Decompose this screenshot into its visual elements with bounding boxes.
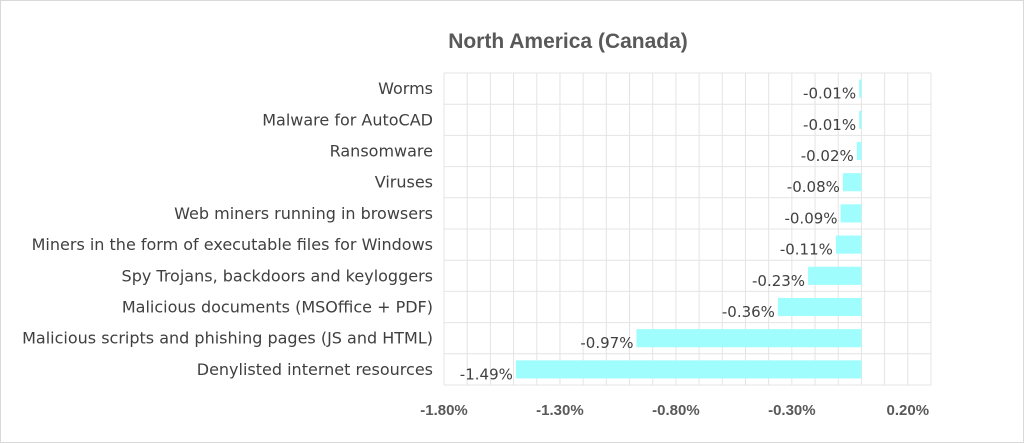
bar xyxy=(808,266,862,285)
x-axis-ticks: -1.80% -1.30% -0.80% -0.30% 0.20% xyxy=(420,402,929,419)
category-label: Denylisted internet resources xyxy=(197,360,433,379)
data-label: -0.23% xyxy=(752,272,805,290)
data-label: -0.08% xyxy=(787,178,840,196)
data-label: -0.11% xyxy=(780,241,833,259)
category-label: Web miners running in browsers xyxy=(174,204,433,223)
data-label: -0.01% xyxy=(803,85,856,103)
x-tick-label: -0.80% xyxy=(652,402,700,419)
x-tick-label: -0.30% xyxy=(768,402,816,419)
data-label: -1.49% xyxy=(460,365,513,383)
category-label: Ransomware xyxy=(330,142,433,161)
category-label: Spy Trojans, backdoors and keyloggers xyxy=(122,266,433,285)
bar xyxy=(859,79,862,98)
x-tick-label: 0.20% xyxy=(887,402,930,419)
bar xyxy=(859,110,862,129)
data-labels: -0.01% -0.01% -0.02% -0.08% -0.09% -0.11% -0.2… xyxy=(460,85,856,384)
bar xyxy=(856,141,862,161)
data-label: -0.01% xyxy=(803,116,856,134)
bar xyxy=(777,297,862,317)
category-label: Worms xyxy=(378,79,433,98)
data-label: -0.97% xyxy=(580,334,633,352)
bar xyxy=(840,204,862,223)
data-label: -0.36% xyxy=(722,303,775,321)
category-label: Miners in the form of executable files f… xyxy=(32,235,433,254)
x-tick-label: -1.80% xyxy=(420,402,468,419)
bar xyxy=(636,329,862,348)
category-label: Malicious documents (MSOffice + PDF) xyxy=(122,298,433,317)
data-label: -0.02% xyxy=(801,147,854,165)
bar xyxy=(842,173,862,192)
chart-title: North America (Canada) xyxy=(448,30,688,53)
bar xyxy=(515,360,862,379)
category-label: Malicious scripts and phishing pages (JS… xyxy=(22,329,433,348)
data-label: -0.09% xyxy=(784,209,837,227)
bar xyxy=(835,235,862,254)
bars xyxy=(515,79,862,379)
x-tick-label: -1.30% xyxy=(536,402,584,419)
category-label: Viruses xyxy=(375,173,433,192)
category-labels: Worms Malware for AutoCAD Ransomware Viruse… xyxy=(22,79,433,379)
category-label: Malware for AutoCAD xyxy=(262,110,433,129)
